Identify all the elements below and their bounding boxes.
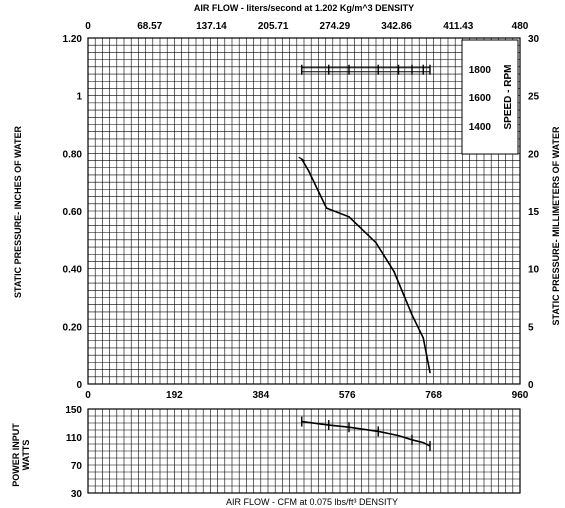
bottom-axis-title: AIR FLOW - CFM at 0.075 lbs/ft³ DENSITY (226, 497, 398, 507)
top-tick-label: 480 (512, 21, 529, 32)
top-tick-label: 342.86 (381, 21, 412, 32)
right-axis-ticks: 0 5 10 15 20 25 30 (528, 34, 540, 391)
power-input-line (301, 420, 431, 447)
power-axis-ticks: 150 110 70 30 (65, 405, 82, 500)
speed-legend-box (461, 39, 519, 155)
static-pressure-point (325, 207, 328, 209)
left-tick-label: 0.60 (63, 207, 83, 218)
main-plot-grid (88, 38, 520, 384)
right-tick-label: 10 (528, 265, 540, 276)
right-tick-label: 30 (528, 34, 540, 45)
bottom-tick-label: 576 (339, 390, 356, 401)
right-tick-label: 25 (528, 92, 540, 103)
left-tick-label: 1.20 (63, 34, 83, 45)
power-plot-grid (88, 409, 520, 493)
left-axis-ticks: 0 0.20 0.40 0.60 0.80 1 1.20 (63, 34, 83, 391)
curve-end-marker (298, 156, 306, 162)
bottom-axis-ticks: 0 192 384 576 768 960 (85, 390, 529, 401)
left-tick-label: 0.80 (63, 149, 83, 160)
bottom-tick-label: 192 (166, 390, 183, 401)
bottom-tick-label: 384 (252, 390, 269, 401)
static-pressure-point (307, 169, 310, 172)
top-tick-label: 205.71 (258, 21, 289, 32)
right-tick-label: 0 (528, 380, 534, 391)
power-tick-label: 70 (71, 461, 83, 472)
top-tick-label: 68.57 (137, 21, 162, 32)
top-tick-label: 0 (85, 21, 91, 32)
left-tick-label: 0 (76, 380, 82, 391)
power-tick-label: 110 (66, 433, 83, 444)
bottom-tick-label: 0 (85, 390, 91, 401)
static-pressure-point (348, 215, 350, 218)
speed-legend-title: SPEED - RPM (503, 64, 514, 129)
top-tick-label: 137.14 (196, 21, 227, 32)
static-pressure-point (411, 314, 413, 316)
top-axis-title: AIR FLOW - liters/second at 1.202 Kg/m^3… (194, 3, 414, 13)
top-axis-ticks: 0 68.57 137.14 205.71 274.29 342.86 411.43 480 (85, 21, 529, 32)
left-tick-label: 0.40 (63, 265, 83, 276)
bottom-tick-label: 960 (512, 390, 529, 401)
right-axis-title: STATIC PRESSURE- MILLIMETERS OF WATER (551, 126, 561, 325)
top-tick-label: 411.43 (443, 21, 473, 32)
speed-legend-tick: 1400 (469, 122, 492, 133)
static-pressure-point (393, 270, 395, 273)
left-tick-label: 0.20 (63, 322, 83, 333)
speed-legend-tick: 1600 (469, 93, 492, 104)
right-tick-label: 15 (528, 207, 540, 218)
static-pressure-point (375, 241, 377, 244)
bottom-tick-label: 768 (425, 390, 442, 401)
top-tick-label: 274.29 (320, 21, 351, 32)
static-pressure-series (298, 64, 431, 374)
power-tick-label: 150 (65, 405, 82, 416)
speed-legend-tick: 1800 (469, 65, 492, 76)
left-axis-title: STATIC PRESSURE- INCHES OF WATER (13, 126, 23, 299)
power-tick-label: 30 (71, 489, 83, 500)
left-tick-label: 1 (76, 92, 82, 103)
static-pressure-point (422, 337, 425, 339)
right-tick-label: 5 (528, 322, 534, 333)
main-plot-frame (87, 37, 521, 385)
right-tick-label: 20 (528, 149, 540, 160)
power-plot-frame (87, 408, 521, 494)
speed-legend-ticks: 1800 1600 1400 (469, 65, 492, 133)
static-pressure-point (429, 371, 431, 374)
power-input-series (301, 416, 431, 452)
power-axis-title: POWER INPUTWATTS (11, 423, 31, 487)
